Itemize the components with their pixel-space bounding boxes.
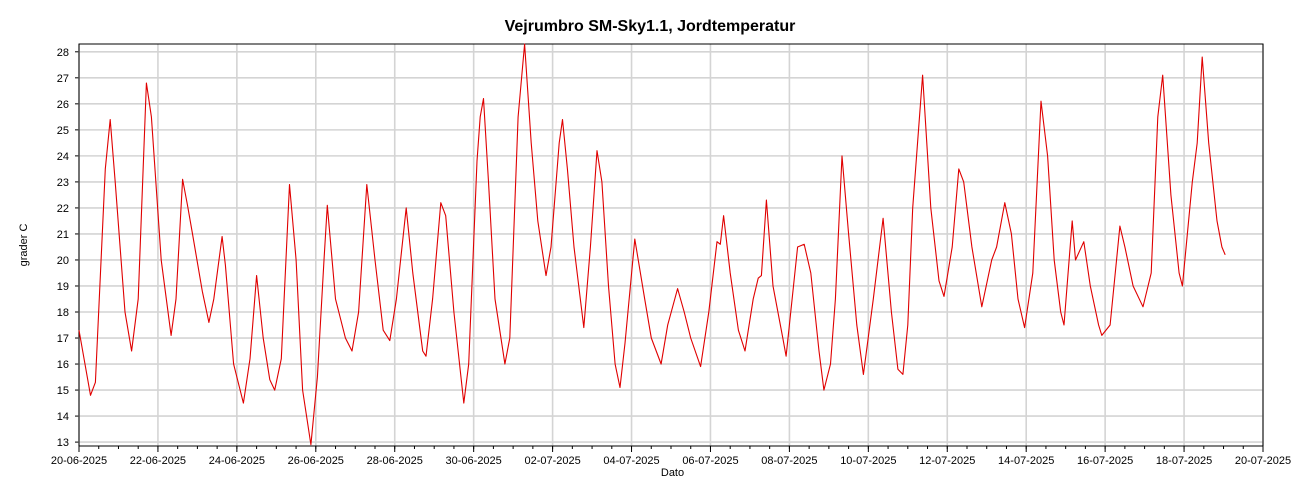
x-tick-label: 20-07-2025 bbox=[1235, 455, 1291, 467]
y-tick-label: 13 bbox=[57, 437, 69, 449]
y-tick-label: 16 bbox=[57, 359, 69, 371]
y-tick-label: 15 bbox=[57, 385, 69, 397]
x-tick-label: 28-06-2025 bbox=[367, 455, 423, 467]
y-tick-label: 25 bbox=[57, 125, 69, 137]
y-tick-label: 20 bbox=[57, 255, 69, 267]
y-tick-label: 18 bbox=[57, 307, 69, 319]
x-tick-label: 24-06-2025 bbox=[209, 455, 265, 467]
chart-title: Vejrumbro SM-Sky1.1, Jordtemperatur bbox=[504, 18, 796, 35]
x-tick-label: 02-07-2025 bbox=[524, 455, 580, 467]
x-tick-label: 20-06-2025 bbox=[51, 455, 107, 467]
y-tick-label: 27 bbox=[57, 73, 69, 85]
plot-frame bbox=[78, 43, 1264, 447]
x-tick-label: 08-07-2025 bbox=[761, 455, 817, 467]
y-tick-label: 14 bbox=[57, 411, 69, 423]
x-tick-label: 22-06-2025 bbox=[130, 455, 186, 467]
x-tick-label: 12-07-2025 bbox=[919, 455, 975, 467]
x-axis-label: Dato bbox=[660, 467, 685, 479]
plot-background bbox=[79, 44, 1263, 446]
y-tick-label: 21 bbox=[57, 229, 69, 241]
x-tick-label: 26-06-2025 bbox=[288, 455, 344, 467]
x-tick-label: 14-07-2025 bbox=[998, 455, 1054, 467]
y-tick-label: 23 bbox=[57, 177, 69, 189]
x-tick-label: 06-07-2025 bbox=[682, 455, 738, 467]
y-tick-label: 22 bbox=[57, 203, 69, 215]
series-line bbox=[78, 43, 1226, 446]
x-tick-label: 10-07-2025 bbox=[840, 455, 896, 467]
y-tick-label: 28 bbox=[57, 47, 69, 59]
y-tick-label: 24 bbox=[57, 151, 69, 163]
x-tick-label: 18-07-2025 bbox=[1156, 455, 1212, 467]
y-tick-label: 17 bbox=[57, 333, 69, 345]
x-tick-label: 04-07-2025 bbox=[603, 455, 659, 467]
x-tick-label: 16-07-2025 bbox=[1077, 455, 1133, 467]
y-tick-label: 19 bbox=[57, 281, 69, 293]
y-tick-label: 26 bbox=[57, 99, 69, 111]
x-tick-label: 30-06-2025 bbox=[446, 455, 502, 467]
